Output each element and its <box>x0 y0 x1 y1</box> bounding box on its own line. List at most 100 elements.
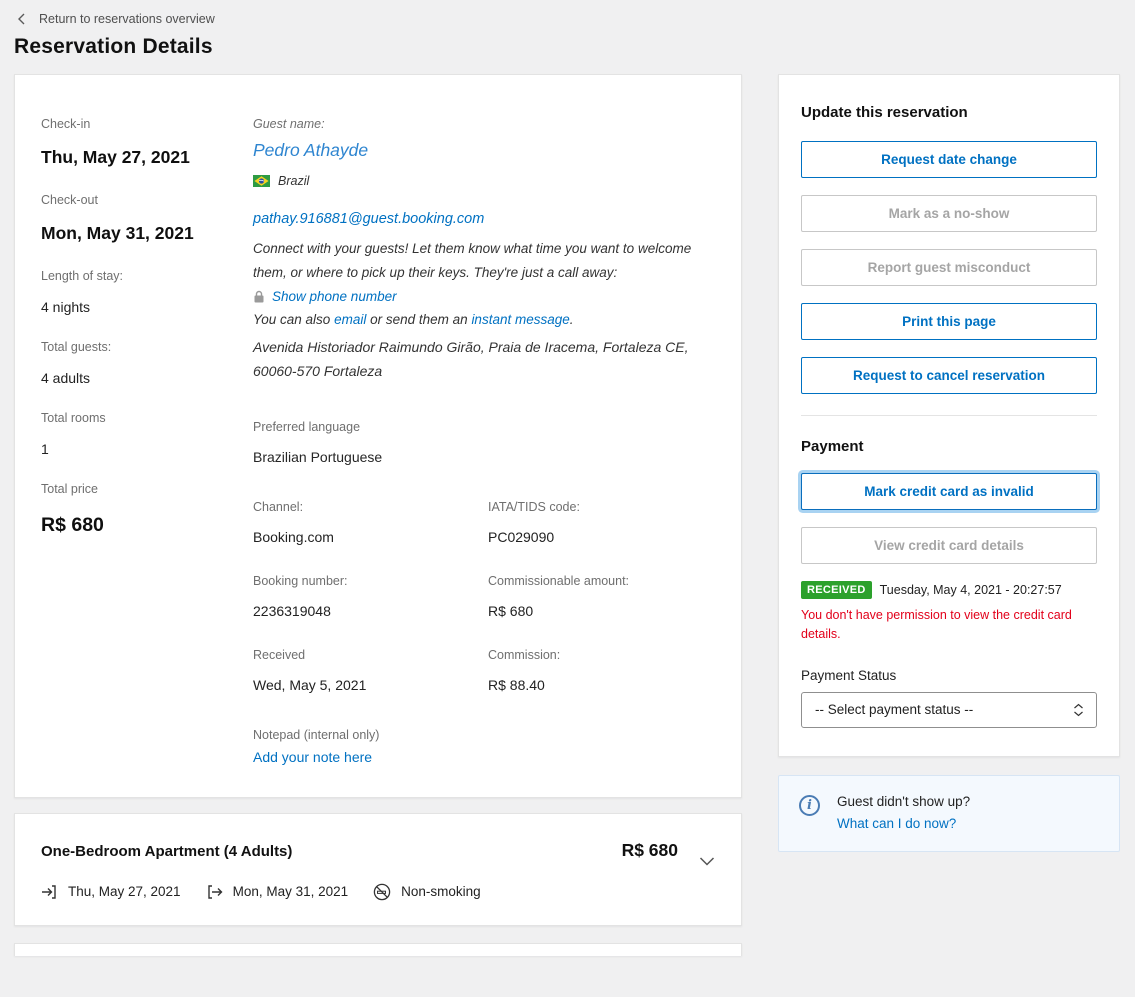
iata-value: PC029090 <box>488 528 555 545</box>
received-status-badge: RECEIVED <box>801 581 872 599</box>
chevron-down-icon[interactable] <box>699 857 715 866</box>
commission-value: R$ 88.40 <box>488 676 545 693</box>
print-page-button[interactable]: Print this page <box>801 303 1097 340</box>
checkin-value: Thu, May 27, 2021 <box>41 147 190 167</box>
sidebar: Update this reservation Request date cha… <box>778 74 1120 852</box>
update-reservation-title: Update this reservation <box>801 104 968 121</box>
actions-card: Update this reservation Request date cha… <box>778 74 1120 757</box>
info-box-link[interactable]: What can I do now? <box>837 815 957 831</box>
total-rooms-label: Total rooms <box>41 411 106 425</box>
show-phone-link[interactable]: Show phone number <box>272 288 397 304</box>
received-value: Wed, May 5, 2021 <box>253 676 367 693</box>
channel-label: Channel: <box>253 499 304 514</box>
contact-options-prefix: You can also <box>253 311 331 327</box>
stay-summary: Check-in Thu, May 27, 2021 Check-out Mon… <box>41 101 253 767</box>
payment-status-selected-value: -- Select payment status -- <box>815 702 974 718</box>
info-icon: i <box>799 794 820 816</box>
channel-value: Booking.com <box>253 528 334 545</box>
total-guests-value: 4 adults <box>41 370 91 386</box>
booking-number-label: Booking number: <box>253 573 348 588</box>
guest-country: Brazil <box>253 174 701 188</box>
select-updown-icon <box>1073 703 1084 717</box>
room-meta-row: Thu, May 27, 2021 Mon, May 31, 2021 <box>41 883 715 901</box>
contact-options-middle: or send them an <box>370 311 468 327</box>
checkout-icon <box>206 884 223 900</box>
content: Check-in Thu, May 27, 2021 Check-out Mon… <box>0 74 1135 956</box>
commission-label: Commission: <box>488 647 561 662</box>
room-checkout-date: Mon, May 31, 2021 <box>232 884 349 900</box>
chevron-left-icon <box>17 13 26 25</box>
email-link[interactable]: email <box>334 311 367 327</box>
no-show-info-box: i Guest didn't show up? What can I do no… <box>778 774 1120 852</box>
view-card-details-button: View credit card details <box>801 527 1097 564</box>
total-price-label: Total price <box>41 482 98 496</box>
guest-name-label: Guest name: <box>253 117 325 131</box>
checkin-icon <box>41 884 58 900</box>
room-title: One-Bedroom Apartment (4 Adults) <box>41 842 293 860</box>
received-label: Received <box>253 647 306 662</box>
commissionable-value: R$ 680 <box>488 602 534 619</box>
connect-guests-text: Connect with your guests! Let them know … <box>253 241 692 281</box>
payment-status-label: Payment Status <box>801 667 897 683</box>
iata-label: IATA/TIDS code: <box>488 499 580 514</box>
mark-card-invalid-button[interactable]: Mark credit card as invalid <box>801 473 1097 510</box>
next-card-stub <box>14 942 742 956</box>
request-cancel-reservation-button[interactable]: Request to cancel reservation <box>801 357 1097 394</box>
guest-name-link[interactable]: Pedro Athayde <box>253 140 369 160</box>
request-date-change-button[interactable]: Request date change <box>801 141 1097 178</box>
page-title: Reservation Details <box>14 35 213 58</box>
booking-number-field: Booking number: 2236319048 <box>253 574 488 619</box>
received-field: Received Wed, May 5, 2021 <box>253 648 488 693</box>
channel-field: Channel: Booking.com <box>253 500 488 545</box>
non-smoking-icon <box>373 883 391 901</box>
instant-message-link[interactable]: instant message <box>471 311 570 327</box>
room-card-header: One-Bedroom Apartment (4 Adults) R$ 680 <box>41 840 715 866</box>
payment-title: Payment <box>801 438 864 455</box>
show-phone-row[interactable]: Show phone number <box>253 289 701 304</box>
iata-field: IATA/TIDS code: PC029090 <box>488 500 701 545</box>
room-smoking-label: Non-smoking <box>401 884 481 900</box>
mark-no-show-button: Mark as a no-show <box>801 195 1097 232</box>
preferred-language-label: Preferred language <box>253 419 361 434</box>
room-checkout: Mon, May 31, 2021 <box>206 884 349 900</box>
lock-icon <box>253 290 265 303</box>
length-of-stay-label: Length of stay: <box>41 269 124 283</box>
total-guests-label: Total guests: <box>41 340 112 354</box>
commission-field: Commission: R$ 88.40 <box>488 648 701 693</box>
preferred-language-value: Brazilian Portuguese <box>253 448 383 465</box>
booking-fields: Channel: Booking.com IATA/TIDS code: PC0… <box>253 500 701 722</box>
contact-options-suffix: . <box>569 311 574 327</box>
total-price-value: R$ 680 <box>41 514 104 536</box>
back-link-label: Return to reservations overview <box>39 12 215 26</box>
room-card: One-Bedroom Apartment (4 Adults) R$ 680 … <box>14 812 742 926</box>
back-link[interactable]: Return to reservations overview <box>14 12 1135 26</box>
guest-country-label: Brazil <box>278 174 310 188</box>
payment-received-row: RECEIVED Tuesday, May 4, 2021 - 20:27:57 <box>801 581 1097 599</box>
booking-number-value: 2236319048 <box>253 602 331 619</box>
commissionable-field: Commissionable amount: R$ 680 <box>488 574 701 619</box>
received-timestamp: Tuesday, May 4, 2021 - 20:27:57 <box>879 583 1062 597</box>
checkout-label: Check-out <box>41 193 98 207</box>
main-column: Check-in Thu, May 27, 2021 Check-out Mon… <box>14 74 742 956</box>
room-price: R$ 680 <box>621 839 678 860</box>
sidebar-divider <box>801 415 1097 416</box>
reservation-card: Check-in Thu, May 27, 2021 Check-out Mon… <box>14 74 742 798</box>
guest-details: Guest name: Pedro Athayde Brazil pathay.… <box>253 101 701 767</box>
payment-status-select[interactable]: -- Select payment status -- <box>801 691 1097 728</box>
checkout-value: Mon, May 31, 2021 <box>41 223 194 243</box>
contact-options-line: You can also email or send them an insta… <box>253 309 701 332</box>
card-permission-error: You don't have permission to view the cr… <box>801 608 1072 642</box>
room-checkin: Thu, May 27, 2021 <box>41 884 181 900</box>
page-header: Return to reservations overview Reservat… <box>0 0 1135 59</box>
room-checkin-date: Thu, May 27, 2021 <box>68 884 181 900</box>
checkin-label: Check-in <box>41 117 91 131</box>
info-box-question: Guest didn't show up? <box>837 793 971 809</box>
guest-email-link[interactable]: pathay.916881@guest.booking.com <box>253 211 485 227</box>
guest-address: Avenida Historiador Raimundo Girão, Prai… <box>253 338 689 380</box>
report-guest-misconduct-button: Report guest misconduct <box>801 249 1097 286</box>
room-smoking-policy: Non-smoking <box>373 883 481 901</box>
notepad-label: Notepad (internal only) <box>253 727 380 742</box>
total-rooms-value: 1 <box>41 441 49 457</box>
brazil-flag-icon <box>253 175 270 187</box>
add-note-link[interactable]: Add your note here <box>253 748 373 765</box>
